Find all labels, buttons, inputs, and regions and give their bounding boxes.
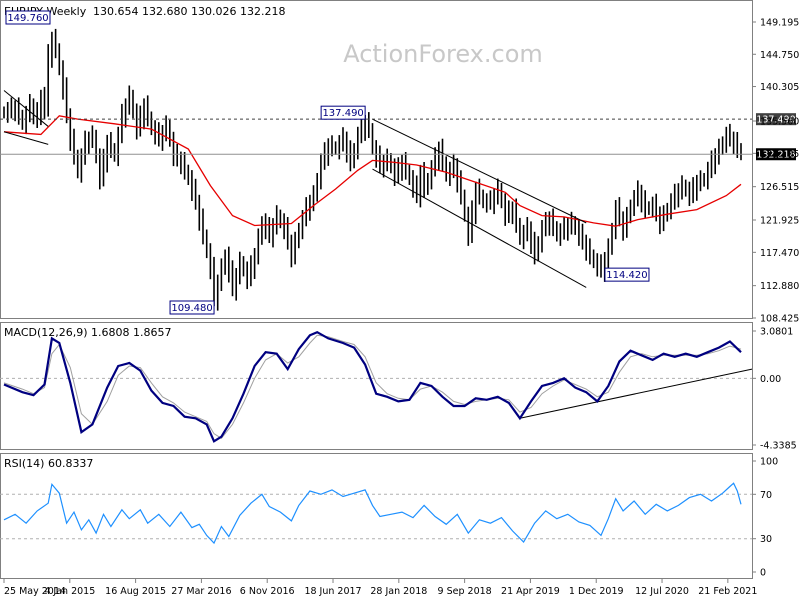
x-tick-label: 25 May 2014	[4, 586, 66, 597]
ohlc-readout: 130.654 132.680 130.026 132.218	[93, 5, 285, 18]
x-tick-label: 21 Feb 2021	[698, 586, 757, 597]
y-tick-label: 131.105	[760, 149, 799, 160]
x-tick-label: 1 Dec 2019	[569, 586, 624, 597]
price-trendline	[372, 168, 587, 288]
y-tick-label: 135.560	[760, 116, 799, 127]
macd-series	[3, 330, 742, 443]
price-annotations: 149.760 137.490 109.480 114.420	[5, 10, 650, 315]
y-tick-label: 100	[760, 457, 778, 468]
level-label: 137.490	[756, 115, 795, 126]
rsi-title: RSI(14) 60.8337	[4, 457, 93, 470]
grid-lines	[0, 377, 752, 540]
y-axis-ticks: 149.195 144.750 140.305 135.560 131.105 126.5…	[752, 18, 799, 579]
x-tick-label: 28 Jan 2018	[370, 586, 427, 597]
annotation-box	[604, 267, 650, 282]
annotation-label: 137.490	[322, 108, 363, 119]
annotation-label: 109.480	[171, 303, 212, 314]
x-tick-label: 18 Jun 2017	[304, 586, 361, 597]
rsi-panel-frame	[0, 453, 753, 579]
annotation-label: 149.760	[7, 13, 48, 24]
rsi-line	[3, 482, 742, 545]
macd-line	[3, 330, 742, 443]
x-tick-label: 21 Apr 2019	[501, 586, 560, 597]
y-tick-label: 117.470	[760, 248, 799, 259]
y-tick-label: 144.750	[760, 50, 799, 61]
price-trendline	[3, 131, 49, 145]
x-tick-label: 4 Jan 2015	[44, 586, 95, 597]
y-tick-label: 0.00	[760, 374, 781, 385]
x-tick-label: 27 Mar 2016	[171, 586, 231, 597]
level-label-box	[756, 113, 796, 126]
y-tick-label: 126.515	[760, 182, 799, 193]
trendlines	[3, 90, 753, 419]
x-tick-label: 16 Aug 2015	[105, 586, 166, 597]
moving-average-line	[3, 115, 742, 227]
y-tick-label: -4.3385	[760, 441, 797, 452]
watermark-text: ActionForex.com	[343, 40, 543, 68]
macd-signal-line	[3, 334, 742, 439]
annotation-box	[169, 300, 215, 315]
price-panel-frame	[0, 0, 753, 319]
macd-title: MACD(12,26,9) 1.6808 1.8657	[4, 326, 172, 339]
annotation-box	[320, 105, 366, 120]
price-series	[3, 28, 742, 311]
annotation-label: 114.420	[606, 270, 647, 281]
y-tick-label: 70	[760, 490, 772, 501]
y-tick-label: 121.925	[760, 215, 799, 226]
y-tick-label: 112.880	[760, 281, 799, 292]
y-tick-label: 149.195	[760, 18, 799, 29]
panel-frames	[0, 0, 753, 579]
rsi-series	[3, 482, 742, 545]
y-tick-label: 140.305	[760, 82, 799, 93]
level-label: 132.218	[756, 150, 795, 161]
y-tick-label: 108.425	[760, 314, 799, 325]
x-tick-label: 6 Nov 2016	[240, 586, 295, 597]
annotation-box	[5, 10, 51, 25]
level-label-box	[756, 148, 796, 161]
macd-trendline	[519, 368, 753, 419]
level-lines: 137.490 132.218	[0, 113, 796, 161]
x-tick-label: 9 Sep 2018	[438, 586, 492, 597]
y-tick-label: 0	[760, 568, 766, 579]
x-tick-label: 12 Jul 2020	[635, 586, 689, 597]
y-tick-label: 3.0801	[760, 327, 793, 338]
moving-average-series	[3, 115, 742, 227]
price-trendline	[3, 90, 49, 127]
price-trendline	[372, 118, 587, 224]
y-tick-label: 30	[760, 534, 772, 545]
macd-panel-frame	[0, 322, 753, 450]
